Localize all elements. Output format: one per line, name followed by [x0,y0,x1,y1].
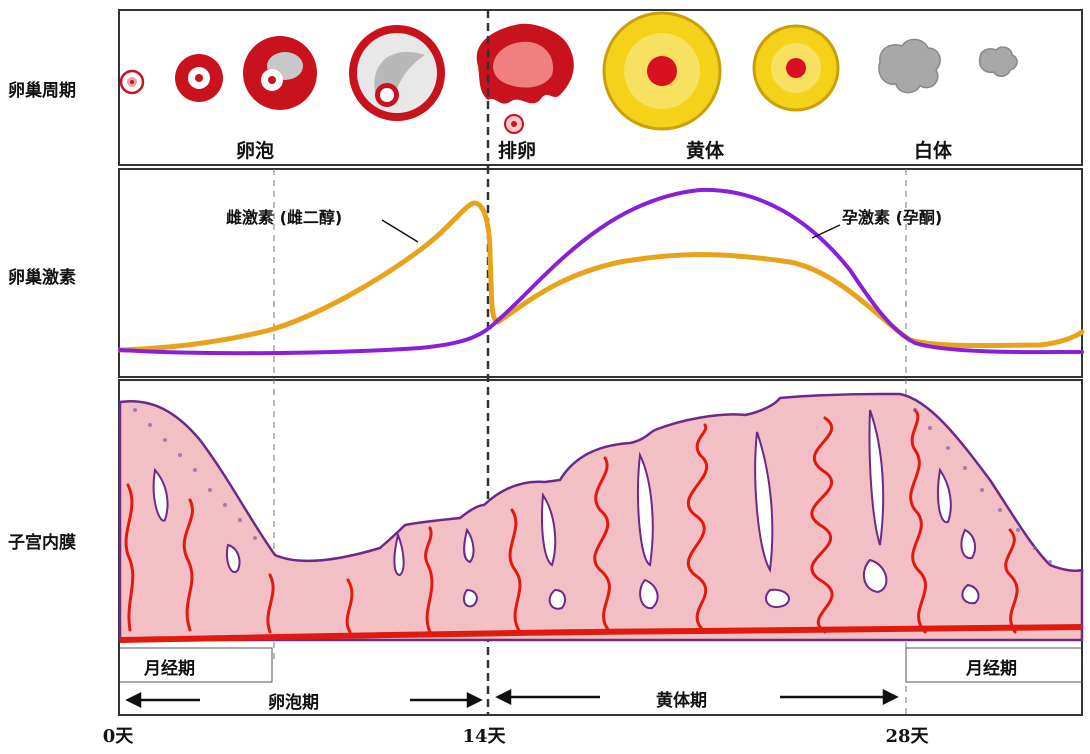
progesterone-curve [118,187,1084,356]
follicle-stage-1 [119,69,145,95]
follicle-stage-3 [243,36,317,110]
endometrium [118,392,1084,643]
hormone-curves [117,187,1085,356]
stage-label-corpus-albicans: 白体 [913,140,953,162]
corpus-luteum-large [602,11,722,131]
stage-label-follicle: 卵泡 [235,140,275,162]
ovary-stages [119,11,1018,134]
corpus-luteum-small [752,24,840,112]
endometrium-tissue [118,392,1084,642]
ovulating-follicle [476,23,574,134]
basal-artery [119,624,1083,643]
progesterone-label: 孕激素 (孕酮) [842,208,943,227]
row-label-ovarian-hormones: 卵巢激素 [8,268,76,288]
day-0-label: 0天 [102,726,134,747]
day-28-label: 28天 [885,726,929,747]
follicle-stage-2 [175,54,223,102]
phase-annotations [120,647,1082,709]
stage-label-ovulation: 排卵 [497,140,537,162]
menstrual-phase-right-label: 月经期 [966,659,1017,679]
follicular-phase-label: 卵泡期 [268,693,319,713]
follicle-stage-4 [349,25,445,121]
day-14-label: 14天 [462,726,506,747]
luteal-phase-label: 黄体期 [656,691,707,711]
row-label-endometrium: 子宫内膜 [8,533,76,553]
menstrual-phase-left-label: 月经期 [144,659,195,679]
corpus-albicans-large [878,38,941,94]
estrogen-label: 雌激素 (雌二醇) [226,208,343,227]
corpus-albicans-small [978,46,1018,77]
row-label-ovarian-cycle: 卵巢周期 [8,81,76,101]
panel-frames [118,9,1083,716]
stage-label-corpus-luteum: 黄体 [685,140,725,162]
